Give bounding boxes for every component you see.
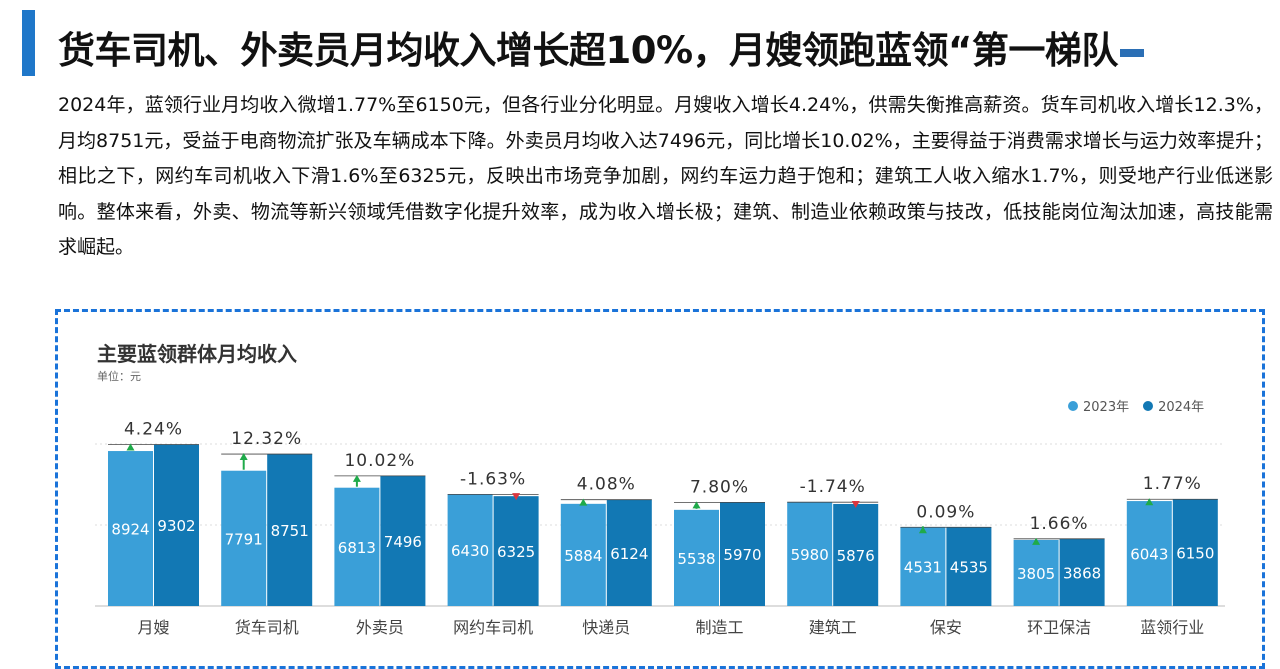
category-tick-label: 月嫂 bbox=[137, 618, 169, 637]
data-label-2024: 7496 bbox=[384, 533, 422, 551]
data-label-2023: 6043 bbox=[1130, 546, 1168, 564]
bar-2024 bbox=[380, 475, 426, 606]
growth-arrow-up bbox=[1145, 498, 1154, 506]
growth-label: -1.63% bbox=[460, 469, 526, 489]
growth-label: -1.74% bbox=[800, 477, 866, 497]
data-label-2024: 6150 bbox=[1176, 545, 1214, 563]
data-label-2023: 7791 bbox=[225, 530, 263, 548]
chart-legend: 2023年 2024年 bbox=[1068, 396, 1204, 415]
bar-2024 bbox=[154, 444, 199, 606]
growth-arrow-down bbox=[512, 493, 521, 501]
summary-paragraph: 2024年，蓝领行业月均收入微增1.77%至6150元，但各行业分化明显。月嫂收… bbox=[58, 94, 1273, 258]
bar-chart: 8924 9302 4.24% 月嫂 7791 8751 12.32% 货车司机 6813 749… bbox=[95, 419, 1225, 637]
legend-label-2024: 2024年 bbox=[1158, 400, 1205, 415]
page-title-text: 货车司机、外卖员月均收入增长超10%，月嫂领跑蓝领“第一梯队 bbox=[58, 29, 1118, 72]
bar-2024 bbox=[606, 499, 652, 606]
data-label-2024: 8751 bbox=[271, 522, 309, 540]
bar-2023 bbox=[447, 494, 493, 606]
data-label-2024: 6325 bbox=[497, 543, 535, 561]
data-label-2023: 6430 bbox=[451, 542, 489, 560]
bar-2023 bbox=[334, 487, 380, 606]
bar-2023 bbox=[787, 502, 833, 606]
bar-2023 bbox=[1013, 539, 1059, 606]
bar-2023 bbox=[674, 509, 719, 606]
bar-2024 bbox=[267, 454, 313, 606]
legend-label-2023: 2023年 bbox=[1083, 400, 1130, 415]
category-tick-label: 保安 bbox=[930, 618, 962, 637]
category-tick-label: 环卫保洁 bbox=[1027, 618, 1091, 637]
data-label-2024: 3868 bbox=[1063, 564, 1101, 582]
chart-unit-label: 单位：元 bbox=[97, 370, 141, 383]
bar-2024 bbox=[833, 503, 879, 606]
data-label-2024: 4535 bbox=[950, 559, 988, 577]
category-tick-label: 网约车司机 bbox=[453, 618, 533, 637]
bar-2023 bbox=[221, 470, 267, 606]
growth-label: 4.24% bbox=[124, 419, 183, 439]
data-label-2024: 9302 bbox=[157, 517, 195, 535]
growth-arrow-down bbox=[851, 500, 860, 508]
data-label-2024: 5876 bbox=[837, 547, 875, 565]
category-tick-label: 蓝领行业 bbox=[1140, 618, 1204, 637]
category-tick-label: 建筑工 bbox=[809, 618, 857, 637]
data-label-2023: 6813 bbox=[338, 539, 376, 557]
growth-arrow-up bbox=[239, 453, 248, 461]
growth-arrow-up bbox=[579, 498, 588, 506]
category-tick-label: 外卖员 bbox=[356, 618, 404, 637]
bar-2023 bbox=[1126, 501, 1172, 606]
bar-2023 bbox=[900, 527, 946, 606]
headline-end-mark bbox=[1119, 48, 1144, 57]
legend-item-2024: 2024年 bbox=[1143, 396, 1204, 415]
bar-2024 bbox=[946, 527, 992, 606]
bar-2023 bbox=[108, 451, 153, 606]
growth-arrow-up bbox=[1032, 537, 1041, 545]
data-label-2023: 8924 bbox=[111, 521, 149, 539]
bar-2023 bbox=[560, 503, 606, 606]
growth-label: 0.09% bbox=[916, 502, 975, 522]
data-label-2023: 5980 bbox=[791, 546, 829, 564]
legend-item-2023: 2023年 bbox=[1068, 396, 1129, 415]
growth-label: 1.66% bbox=[1030, 514, 1089, 534]
growth-arrow-up bbox=[918, 526, 927, 534]
category-tick-label: 货车司机 bbox=[235, 618, 299, 637]
category-tick-label: 制造工 bbox=[695, 618, 743, 637]
growth-label: 7.80% bbox=[690, 477, 749, 497]
growth-label: 1.77% bbox=[1143, 474, 1202, 494]
data-label-2023: 3805 bbox=[1017, 565, 1055, 583]
legend-swatch-2023 bbox=[1068, 400, 1078, 411]
legend-swatch-2024 bbox=[1143, 400, 1154, 411]
data-label-2024: 6124 bbox=[610, 545, 648, 563]
bar-2024 bbox=[1059, 538, 1105, 606]
growth-arrow-up bbox=[352, 474, 361, 482]
growth-label: 4.08% bbox=[577, 475, 636, 495]
bar-2024 bbox=[1172, 499, 1218, 606]
chart-title: 主要蓝领群体月均收入 bbox=[97, 342, 297, 366]
growth-arrow-up bbox=[692, 501, 701, 509]
data-label-2023: 5538 bbox=[677, 550, 715, 568]
page-title: 货车司机、外卖员月均收入增长超10%，月嫂领跑蓝领“第一梯队 bbox=[58, 20, 1258, 74]
bar-2024 bbox=[493, 496, 539, 606]
growth-arrow-up bbox=[126, 443, 135, 451]
growth-label: 10.02% bbox=[344, 451, 415, 471]
headline-accent-bar bbox=[22, 10, 35, 76]
data-label-2023: 5884 bbox=[564, 547, 602, 565]
growth-label: 12.32% bbox=[231, 429, 302, 449]
category-tick-label: 快递员 bbox=[582, 618, 630, 637]
data-label-2024: 5970 bbox=[723, 546, 761, 564]
data-label-2023: 4531 bbox=[904, 559, 942, 577]
bar-2024 bbox=[720, 502, 765, 606]
